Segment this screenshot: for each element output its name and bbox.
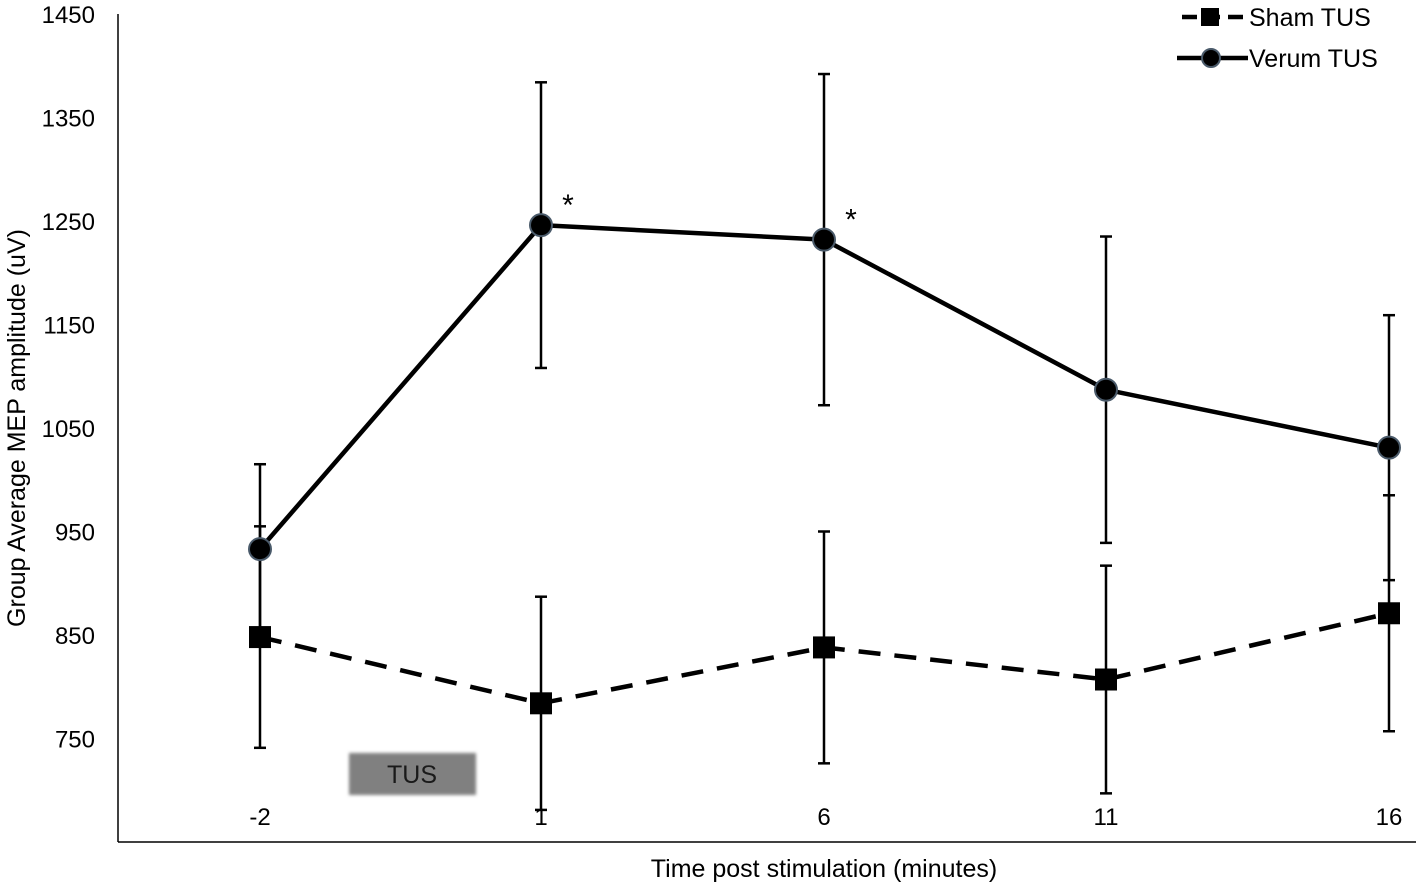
significance-asterisk: * [562,189,574,222]
tus-marker-bar [349,753,476,795]
legend-sham-label: Sham TUS [1249,4,1371,32]
y-tick-label: 1250 [42,209,95,236]
legend-verum-label: Verum TUS [1249,45,1378,73]
verum-tus-point [1094,377,1118,402]
verum-tus-point [529,213,553,238]
x-axis-label: Time post stimulation (minutes) [651,855,997,883]
legend-item-verum: Verum TUS [1177,45,1378,73]
x-tick-label: -2 [249,804,270,831]
legend-sham-marker [1201,8,1219,26]
y-axis-label: Group Average MEP amplitude (uV) [3,229,31,627]
sham-tus-point [249,626,271,649]
legend-verum-marker [1201,48,1221,68]
annotation-layer: * * [562,189,857,236]
significance-asterisk: * [845,204,857,237]
tus-stimulation-marker: TUS [349,753,476,795]
x-tick-label: 16 [1376,804,1403,831]
y-tick-label: 1350 [42,106,95,133]
verum-tus-point [1377,435,1401,460]
y-tick-label: 750 [55,727,95,754]
y-tick-labels: 750 850 950 1050 1150 1250 1350 1450 [42,2,95,754]
sham-tus-point [530,692,552,715]
y-tick-label: 1150 [43,313,95,340]
series-layer [248,72,1401,812]
verum-tus-point [812,227,836,252]
x-tick-labels: -2 1 6 11 16 [249,804,1402,831]
verum-tus-point [248,537,272,562]
x-tick-label: 6 [817,804,830,831]
sham-tus-point [813,636,835,659]
legend-item-sham: Sham TUS [1182,4,1371,32]
tus-marker-label: TUS [387,761,437,789]
y-tick-label: 1450 [42,2,95,29]
y-tick-label: 950 [55,520,95,547]
y-tick-label: 850 [55,623,95,650]
sham-tus-point [1095,668,1117,691]
sham-tus-point [1378,602,1400,625]
y-tick-label: 1050 [42,416,95,443]
x-tick-label: 11 [1094,804,1119,831]
legend: Sham TUS Verum TUS [1177,4,1378,73]
